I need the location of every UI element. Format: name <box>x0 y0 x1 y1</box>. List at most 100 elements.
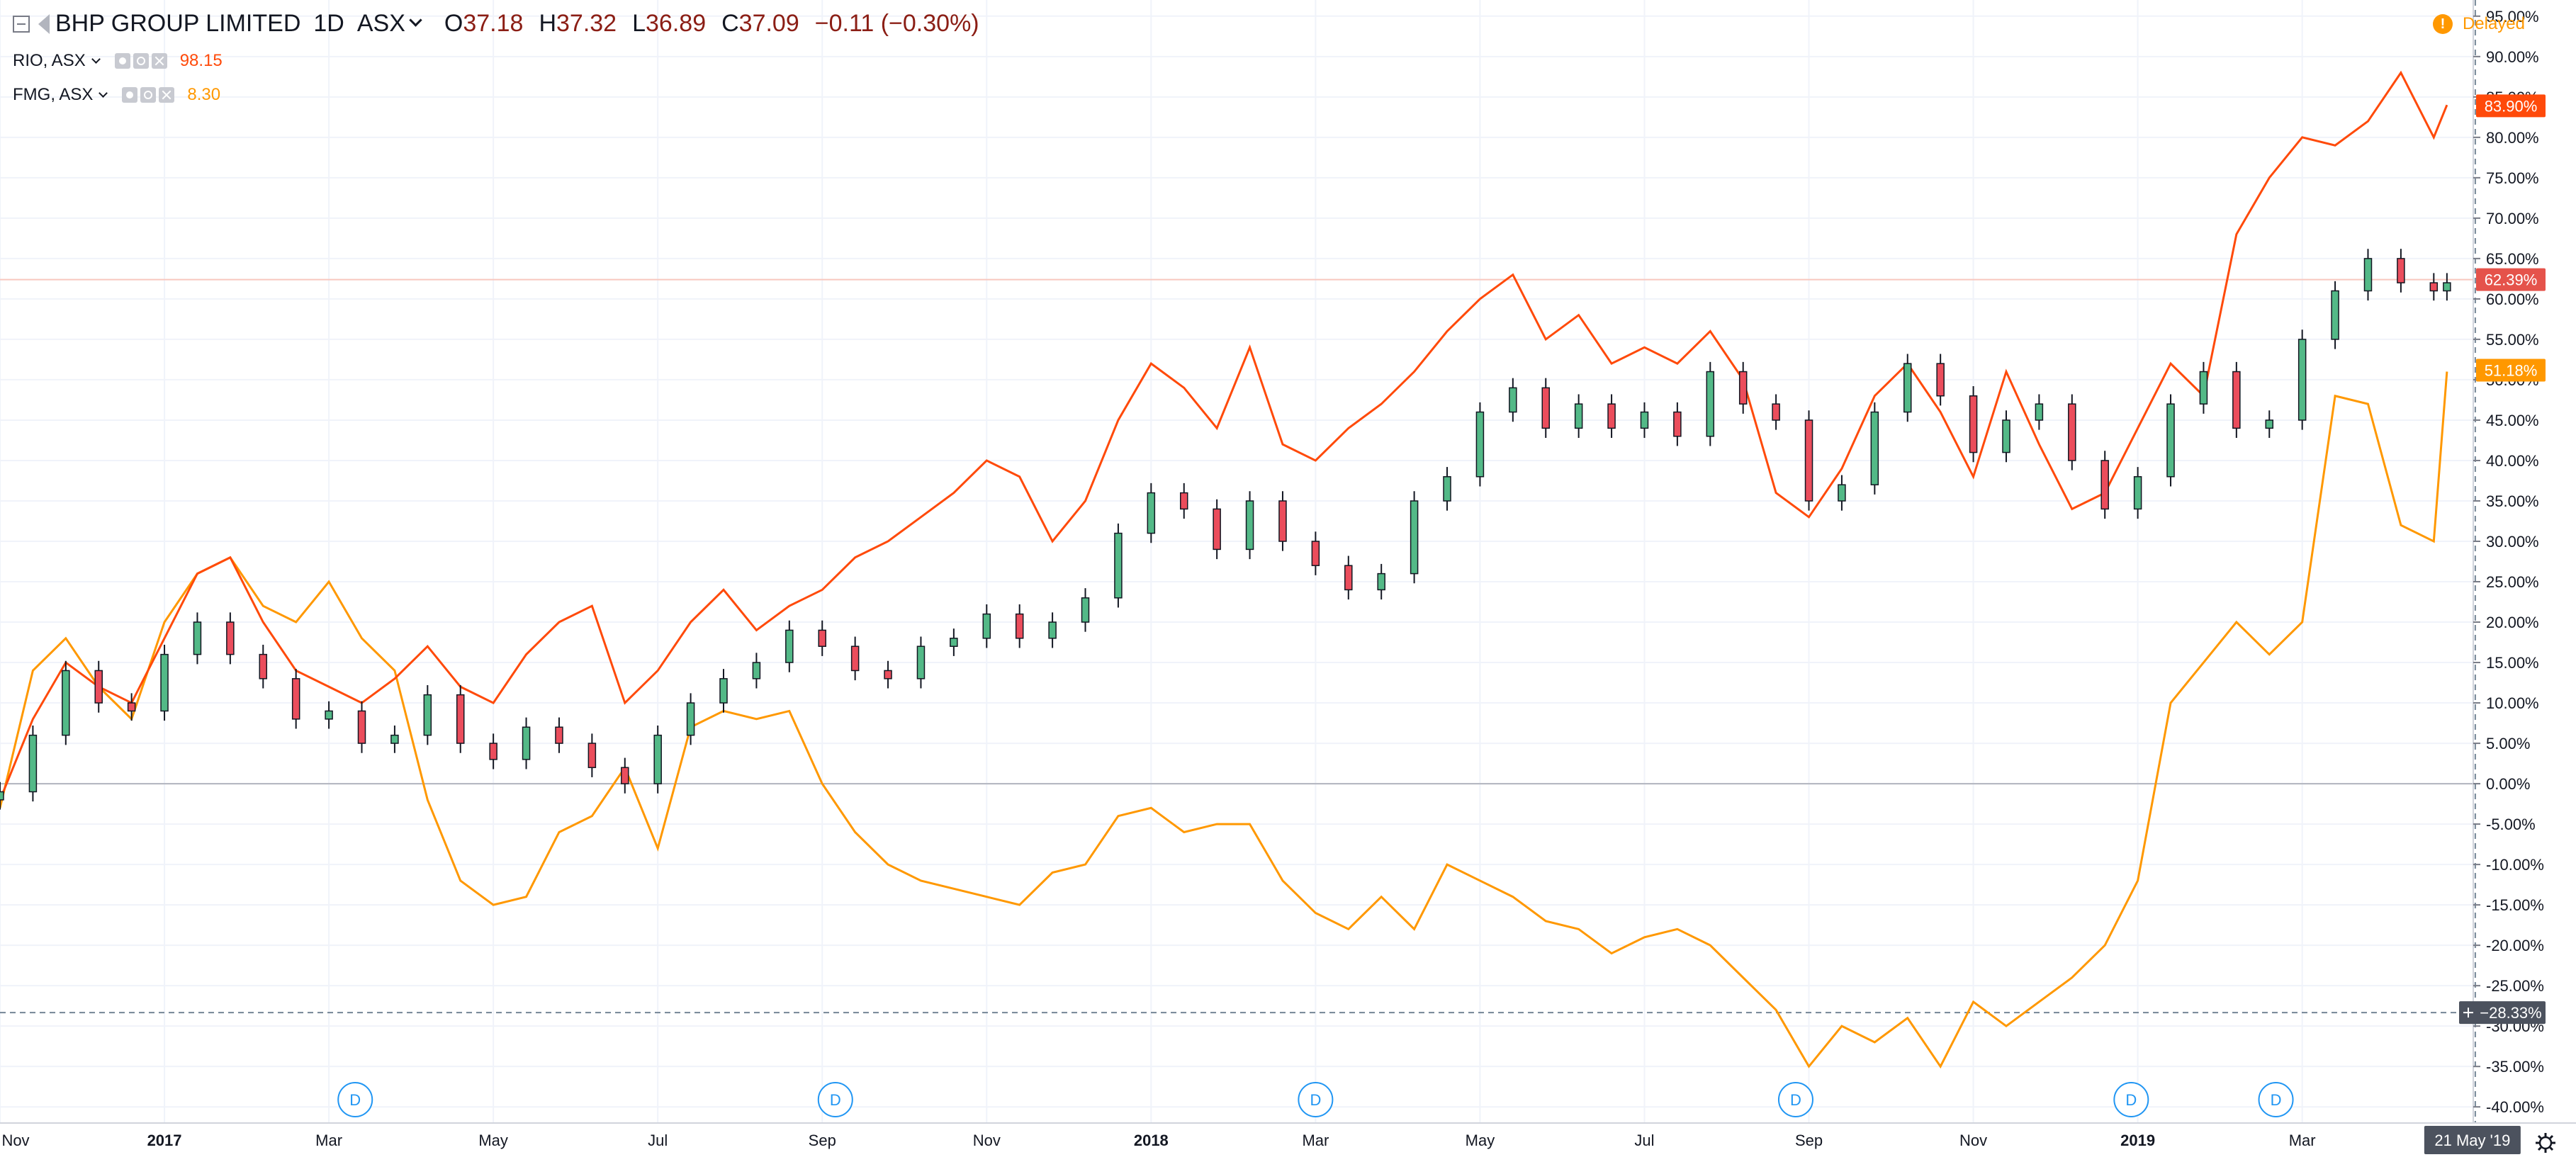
x-tick-label: Mar <box>315 1132 342 1149</box>
candle-body <box>621 767 629 784</box>
candle-body <box>1772 403 1780 421</box>
interval-label[interactable]: 1D <box>313 10 344 37</box>
dividend-icon[interactable]: D <box>337 1082 373 1117</box>
dividend-icon[interactable]: D <box>817 1082 853 1117</box>
flag-icon[interactable] <box>38 13 50 34</box>
candle <box>1673 402 1682 446</box>
candle <box>127 693 136 721</box>
y-tick-label: 30.00% <box>2486 533 2539 551</box>
candle <box>2331 281 2339 349</box>
y-tick-label: -25.00% <box>2486 977 2544 995</box>
collapse-icon[interactable] <box>13 15 30 33</box>
exchange-label[interactable]: ASX <box>356 10 405 37</box>
candle-body <box>1969 395 1978 453</box>
y-tick-label: 95.00% <box>2486 8 2539 26</box>
y-tick-label: -20.00% <box>2486 937 2544 954</box>
candle <box>1443 467 1451 511</box>
candle-body <box>2166 403 2175 478</box>
dividend-icon[interactable]: D <box>1298 1082 1334 1117</box>
candle-body <box>1114 532 1123 599</box>
eye-icon[interactable] <box>122 87 138 103</box>
candle <box>818 620 826 656</box>
candle <box>1311 531 1320 575</box>
settings-icon[interactable] <box>2535 1132 2556 1153</box>
eye-icon[interactable] <box>114 53 130 69</box>
x-tick-label: 2019 <box>2120 1132 2155 1149</box>
dividend-label: D <box>2125 1091 2137 1109</box>
x-tick-label: Mar <box>1302 1132 1329 1149</box>
price-label-rio: 83.90% <box>2476 94 2546 118</box>
candle-body <box>160 653 169 712</box>
candle <box>325 701 333 729</box>
warning-icon: ! <box>2432 14 2453 34</box>
candle <box>1838 475 1846 511</box>
high-number: 37.32 <box>556 10 617 37</box>
candle <box>1936 354 1945 406</box>
candle-body <box>1640 411 1649 429</box>
candle <box>2199 361 2208 414</box>
candle <box>28 725 38 802</box>
price-axis-labels: 83.90% 62.39% 51.18% −28.33% 21 May '19 <box>2424 94 2546 1154</box>
candle <box>489 733 497 769</box>
price-label-text: 83.90% <box>2485 97 2538 115</box>
candle <box>1179 483 1188 519</box>
close-icon[interactable] <box>159 87 175 103</box>
price-axis[interactable]: 95.00%90.00%85.00%80.00%75.00%70.00%65.0… <box>2473 0 2544 1123</box>
y-tick-label: 20.00% <box>2486 614 2539 631</box>
candle-body <box>2035 403 2044 421</box>
y-tick-label: 90.00% <box>2486 48 2539 66</box>
close-icon[interactable] <box>151 53 167 69</box>
y-tick-label: 25.00% <box>2486 573 2539 591</box>
candle-body <box>1245 500 1254 551</box>
candle-body <box>489 743 497 760</box>
open-value: O37.18 <box>444 10 524 38</box>
open-number: 37.18 <box>463 10 524 37</box>
candle-body <box>1673 411 1682 437</box>
candle <box>1410 491 1419 584</box>
high-value: H37.32 <box>539 10 617 38</box>
candle <box>193 612 202 665</box>
y-tick-label: 55.00% <box>2486 331 2539 349</box>
candle <box>1541 378 1550 439</box>
y-tick-label: 35.00% <box>2486 492 2539 510</box>
candle <box>160 644 169 721</box>
candle-body <box>1804 419 1813 502</box>
close-number: 37.09 <box>738 10 799 37</box>
gear-icon[interactable] <box>133 53 149 69</box>
series-line-fmg <box>0 371 2448 1069</box>
symbol-title[interactable]: BHP GROUP LIMITED <box>55 10 301 37</box>
chevron-down-icon[interactable] <box>409 13 422 27</box>
compare-symbol-fmg[interactable]: FMG, ASX <box>13 85 94 104</box>
time-axis[interactable]: Nov 2017 Mar May Jul Sep Nov 2018 Mar May Jul Sep No… <box>0 1122 2576 1149</box>
candle <box>62 660 70 745</box>
candle-body <box>1541 387 1550 429</box>
x-tick-label: Jul <box>1634 1132 1654 1149</box>
x-tick-label: Nov <box>1 1132 29 1149</box>
dividend-icon[interactable]: D <box>2258 1082 2294 1117</box>
dividend-icon[interactable]: D <box>2113 1082 2149 1117</box>
candle-body <box>2363 258 2373 292</box>
y-tick-label: -15.00% <box>2486 896 2544 914</box>
close-label: C <box>721 10 739 37</box>
candle-body <box>818 629 826 647</box>
candle-body <box>1738 371 1748 405</box>
gear-icon[interactable] <box>140 87 157 103</box>
candle <box>1640 402 1649 439</box>
chevron-down-icon[interactable] <box>99 88 108 98</box>
chevron-down-icon[interactable] <box>91 54 101 64</box>
candle <box>884 660 892 689</box>
delayed-indicator[interactable]: ! Delayed <box>2432 14 2525 34</box>
candle-body <box>2397 258 2405 283</box>
candle <box>2002 410 2010 463</box>
y-tick-label: 10.00% <box>2486 694 2539 712</box>
candle-body <box>916 645 926 679</box>
dividend-icon[interactable]: D <box>1777 1082 1813 1117</box>
candle <box>1147 483 1156 543</box>
candle-body <box>2100 460 2109 510</box>
compare-symbol-rio[interactable]: RIO, ASX <box>13 51 86 70</box>
crosshair-date-text: 21 May '19 <box>2434 1132 2510 1149</box>
series-line-rio <box>0 70 2448 801</box>
candle-body <box>522 726 531 760</box>
